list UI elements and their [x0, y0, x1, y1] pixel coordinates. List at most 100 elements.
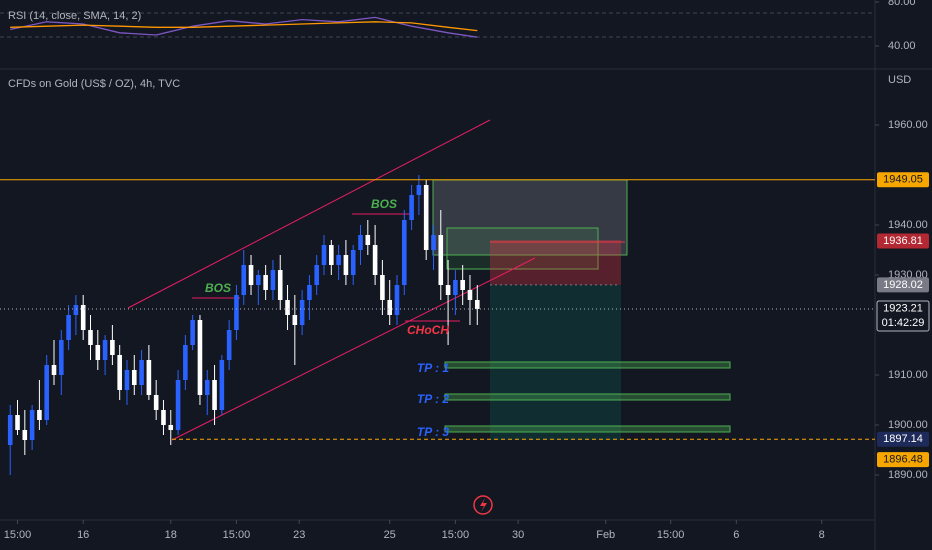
annotation: TP : 1 [417, 361, 450, 375]
candle-body [44, 365, 50, 420]
candle-body [453, 280, 458, 295]
candle-body [256, 275, 261, 285]
candle-body [161, 410, 166, 425]
candle-body [234, 295, 239, 330]
candle-body [365, 235, 371, 245]
candle-body [307, 285, 312, 300]
candle-body [226, 330, 232, 360]
candle-body [168, 425, 174, 430]
tp-line [444, 393, 731, 401]
x-tick-label: 16 [77, 529, 89, 541]
price-label: 1936.81 [883, 235, 923, 247]
candle-body [336, 255, 341, 265]
candle-body [321, 245, 327, 265]
x-tick-label: Feb [596, 529, 615, 541]
price-label-box [877, 431, 929, 447]
price-label-box [877, 452, 929, 468]
candle-body [277, 270, 283, 300]
candle-body [343, 255, 349, 275]
price-label-box [877, 233, 929, 249]
candle-body [467, 290, 473, 300]
candle-body [416, 185, 422, 195]
price-label: 1923.21 [883, 302, 923, 314]
candle-body [146, 360, 152, 395]
candle-body [204, 380, 210, 395]
candle-body [88, 330, 93, 345]
candle-body [270, 270, 276, 290]
candle-body [372, 245, 378, 275]
x-tick-label: 23 [293, 529, 305, 541]
stop-zone [490, 240, 621, 285]
y-tick-label: 80.00 [888, 0, 916, 8]
candle-body [153, 395, 159, 410]
candle-body [212, 380, 217, 410]
y-tick-label: 1960.00 [888, 119, 928, 131]
countdown: 01:42:29 [882, 317, 925, 329]
candle-body [117, 355, 122, 390]
candle-body [380, 275, 385, 300]
y-tick-label: 1940.00 [888, 219, 928, 231]
candle-body [190, 320, 195, 345]
x-tick-label: 15:00 [223, 529, 251, 541]
x-tick-label: 15:00 [657, 529, 685, 541]
unit-label: USD [888, 74, 911, 86]
candle-body [314, 265, 320, 285]
price-label: 1949.05 [883, 174, 923, 186]
candle-body [387, 300, 392, 315]
price-label-box [877, 277, 929, 293]
candle-body [110, 340, 115, 355]
price-label: 1928.02 [883, 279, 923, 291]
x-tick-label: 18 [165, 529, 177, 541]
x-tick-label: 30 [512, 529, 524, 541]
x-tick-label: 8 [819, 529, 825, 541]
candle-body [358, 235, 363, 250]
candle-body [350, 250, 356, 275]
x-tick-label: 25 [384, 529, 396, 541]
annotation: TP : 2 [417, 392, 450, 406]
tp-line [444, 425, 731, 433]
candle-body [394, 285, 400, 315]
rsi-title: RSI (14, close, SMA, 14, 2) [8, 10, 141, 22]
rsi-line [10, 21, 478, 32]
candle-body [102, 340, 108, 360]
price-label-box [877, 172, 929, 188]
candle-body [124, 370, 130, 390]
annotation: BOS [205, 281, 231, 295]
price-label: 1897.14 [883, 433, 923, 445]
candle-body [183, 345, 188, 380]
chart-title: CFDs on Gold (US$ / OZ), 4h, TVC [8, 78, 180, 90]
candle-body [22, 430, 28, 440]
candle-body [460, 280, 465, 290]
price-label-box [876, 300, 930, 332]
y-tick-label: 1900.00 [888, 419, 928, 431]
candle-body [15, 415, 20, 430]
candle-body [285, 300, 290, 315]
candle-body [299, 300, 305, 325]
candle-body [7, 415, 13, 445]
candle-body [95, 345, 101, 360]
x-tick-label: 6 [733, 529, 739, 541]
candle-body [263, 275, 268, 290]
candle-body [139, 360, 144, 385]
candle-body [241, 265, 247, 295]
y-tick-label: 40.00 [888, 40, 916, 52]
candle-body [51, 365, 57, 375]
candle-body [329, 245, 334, 265]
candle-body [175, 380, 181, 430]
y-tick-label: 1890.00 [888, 469, 928, 481]
candle-body [80, 305, 86, 330]
annotation: BOS [371, 197, 397, 211]
candle-body [423, 185, 429, 250]
tp-line [444, 361, 731, 369]
event-icon-bolt [480, 498, 487, 512]
candle-body [431, 235, 436, 250]
candle-body [445, 285, 451, 295]
channel-line [127, 119, 491, 309]
annotation: TP : 3 [417, 425, 450, 439]
candle-body [131, 370, 137, 385]
candle-body [219, 360, 225, 410]
candle-body [248, 265, 254, 285]
event-icon[interactable] [473, 495, 493, 515]
